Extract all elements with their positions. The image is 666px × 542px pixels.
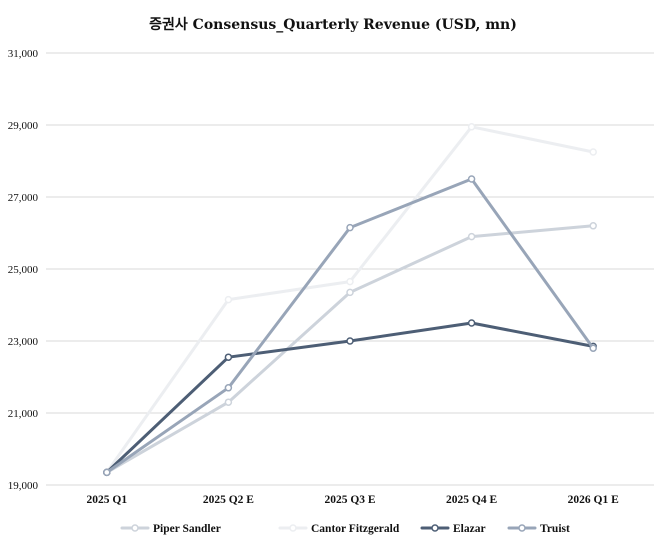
y-tick-label: 29,000: [8, 120, 39, 132]
data-point: [346, 223, 354, 232]
data-point: [346, 288, 354, 297]
series-truist: [103, 175, 597, 477]
x-tick-label: 2025 Q2 E: [203, 494, 254, 506]
data-point: [224, 398, 233, 406]
legend-marker: [518, 524, 526, 532]
x-tick-label: 2026 Q1 E: [568, 494, 619, 506]
chart-title: 증권사 Consensus_Quarterly Revenue (USD, mn…: [149, 17, 517, 33]
series-piper-sandler: [103, 222, 597, 477]
y-tick-label: 27,000: [8, 192, 39, 204]
x-tick-label: 2025 Q3 E: [324, 494, 375, 506]
legend-marker: [131, 524, 139, 532]
legend-item: Piper Sandler: [120, 523, 221, 535]
data-point: [224, 295, 233, 304]
data-point: [589, 148, 597, 156]
y-axis-ticks: 19,000 21,000 23,000 25,000 27,000 29,000 31,0…: [8, 48, 39, 492]
series-elazar: [103, 319, 597, 477]
y-tick-label: 21,000: [8, 408, 39, 420]
legend-label: Truist: [540, 523, 570, 535]
data-point: [467, 123, 476, 131]
data-point: [346, 337, 354, 345]
legend-item: Cantor Fitzgerald: [278, 523, 400, 535]
data-point: [103, 468, 111, 477]
legend: Piper Sandler Cantor Fitzgerald Elazar Trui…: [120, 523, 570, 535]
y-tick-label: 31,000: [8, 48, 39, 60]
y-tick-label: 23,000: [8, 336, 39, 348]
legend-label: Cantor Fitzgerald: [311, 523, 400, 535]
data-point: [224, 384, 233, 392]
y-tick-label: 25,000: [8, 264, 39, 276]
data-point: [589, 222, 597, 230]
legend-marker: [289, 524, 297, 532]
x-tick-label: 2025 Q1: [87, 494, 128, 506]
y-tick-label: 19,000: [8, 480, 39, 492]
legend-label: Piper Sandler: [153, 523, 221, 535]
legend-item: Elazar: [420, 523, 486, 535]
series-lines: [103, 123, 597, 477]
data-point: [346, 277, 354, 286]
data-point: [467, 232, 476, 241]
series-line: [105, 177, 595, 474]
data-point: [224, 353, 233, 361]
legend-item: Truist: [507, 523, 570, 535]
legend-marker: [431, 524, 439, 532]
series-line: [105, 321, 595, 474]
legend-label: Elazar: [453, 523, 486, 535]
gridlines: [46, 52, 654, 486]
data-point: [467, 175, 476, 183]
series-line: [105, 224, 595, 474]
data-point: [467, 319, 476, 327]
data-point: [589, 344, 597, 352]
x-axis-ticks: 2025 Q1 2025 Q2 E 2025 Q3 E 2025 Q4 E 2026 Q…: [87, 494, 620, 506]
x-tick-label: 2025 Q4 E: [446, 494, 497, 506]
